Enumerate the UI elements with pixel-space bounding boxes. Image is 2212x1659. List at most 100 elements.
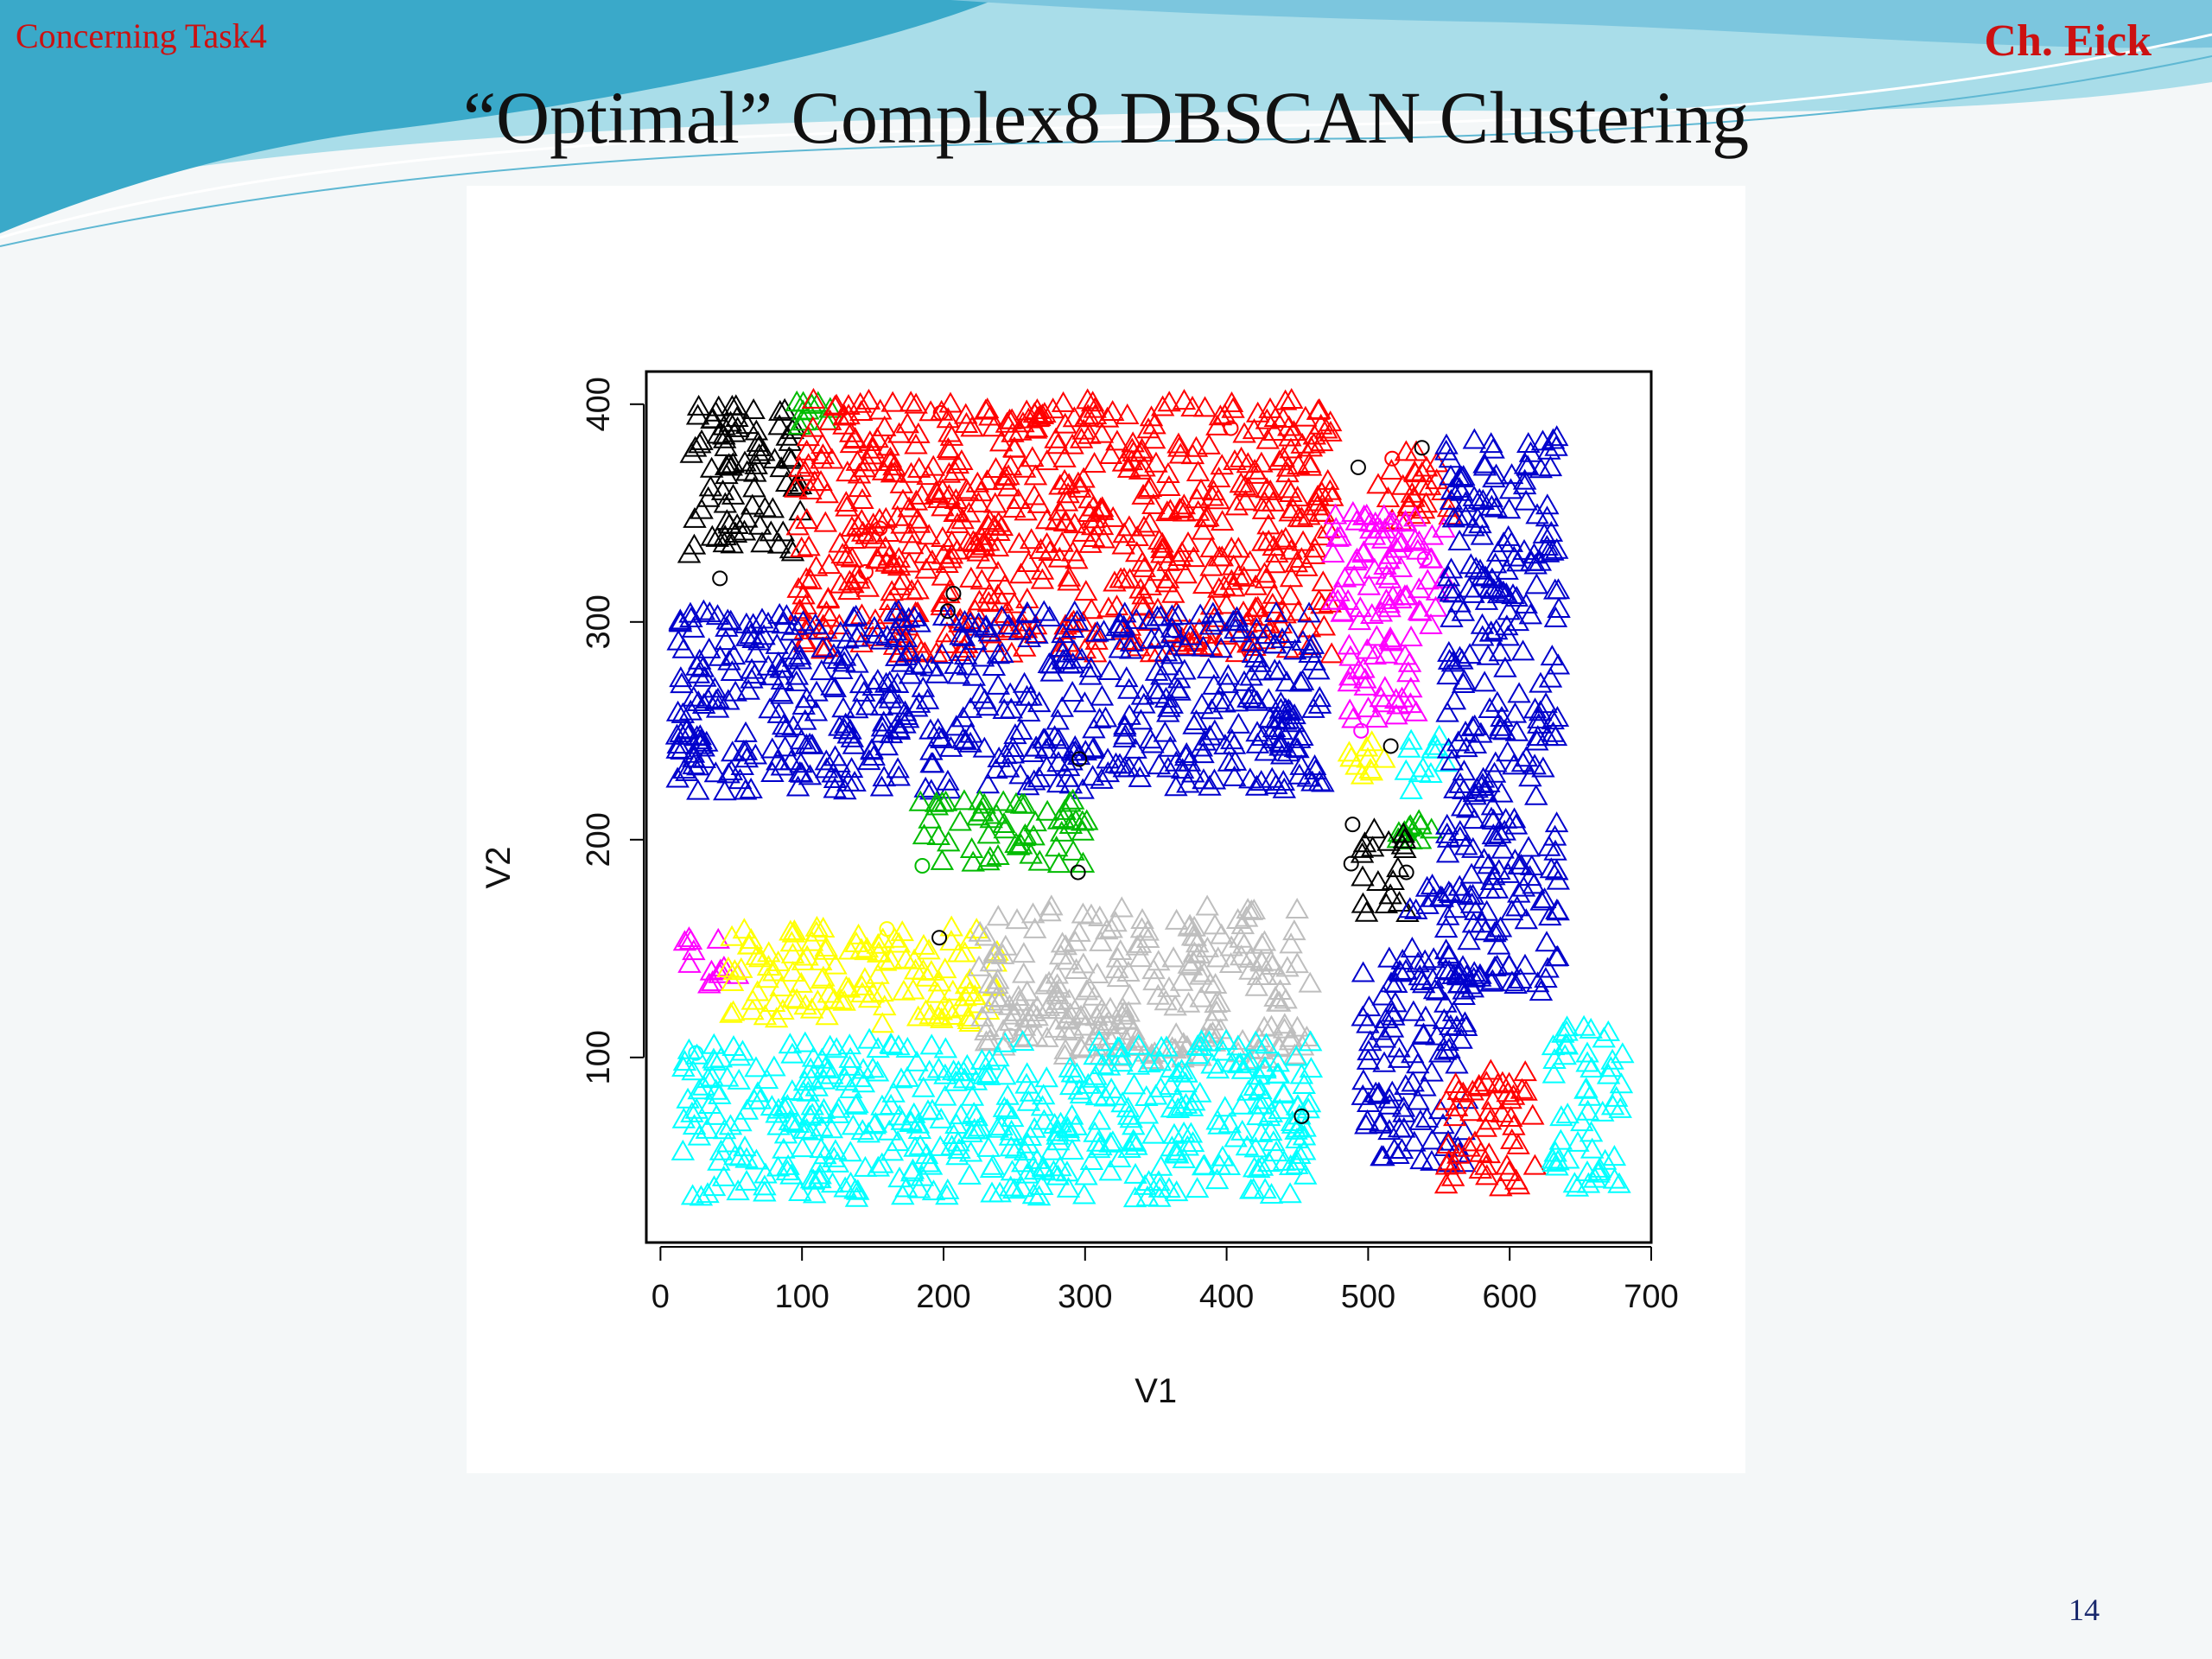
cluster-point [1554,1020,1579,1041]
cluster-point [976,548,1000,569]
cluster-point [1591,1100,1615,1122]
cluster-point [1554,1033,1580,1055]
cluster-point [1015,774,1040,796]
cluster-point [705,525,729,547]
cluster-point [1258,479,1282,500]
cluster-point [1450,466,1475,487]
cluster-point [1291,629,1315,651]
cluster-point [944,487,969,509]
noise-point [1294,1108,1310,1124]
cluster-point [1437,1037,1461,1058]
cluster-point [954,973,979,995]
cluster-point [1046,728,1071,749]
cluster-point [939,424,964,446]
cluster-point [1293,1163,1318,1185]
cluster-point [1297,601,1321,623]
cluster-point [925,481,950,503]
cluster-point [1246,1104,1270,1126]
cluster-point [977,620,1001,642]
cluster-point [838,1046,862,1068]
cluster-point [1525,729,1549,751]
cluster-point [1163,1038,1187,1059]
cluster-point [1130,550,1155,572]
cluster-point [945,512,969,533]
cluster-point [1266,1062,1291,1084]
cluster-point [1226,1041,1250,1063]
cluster-point [1269,529,1294,550]
cluster-point [758,697,782,719]
cluster-point [899,1110,923,1132]
cluster-point [1243,1136,1268,1158]
cluster-point [1384,703,1408,725]
cluster-point [1578,1084,1602,1106]
cluster-point [1214,1028,1238,1050]
cluster-point [972,792,996,814]
cluster-point [1062,639,1086,661]
cluster-point [766,1155,791,1177]
cluster-point [1439,464,1463,486]
cluster-point [1432,517,1456,538]
cluster-point [734,1169,759,1191]
cluster-point [858,430,882,452]
cluster-point [1262,420,1287,442]
cluster-point [1452,978,1476,1000]
cluster-point [1414,1005,1438,1027]
cluster-point [1090,684,1115,706]
cluster-point [1176,772,1200,793]
cluster-point [1023,464,1048,486]
cluster-point [857,1027,881,1049]
cluster-point [1461,912,1486,933]
cluster-point [1076,1072,1101,1094]
cluster-point [1135,1103,1160,1124]
cluster-point [1319,420,1343,442]
cluster-point [846,1179,870,1200]
cluster-point [974,398,998,420]
cluster-point [1482,761,1507,783]
cluster-point [1146,597,1170,619]
cluster-point [1071,520,1096,542]
cluster-point [1237,1049,1262,1071]
cluster-point [1447,530,1471,551]
cluster-point [970,645,995,667]
cluster-point [866,932,890,954]
cluster-point [1374,893,1399,914]
cluster-point [1445,1014,1469,1036]
cluster-point [1101,1130,1125,1152]
data-marks [664,387,1635,1208]
cluster-point [1402,1130,1427,1152]
cluster-point [1470,613,1495,634]
cluster-point [951,625,976,646]
cluster-point [1394,759,1418,780]
cluster-point [1411,972,1436,994]
cluster-point [979,1157,1004,1179]
cluster-point [1357,1030,1382,1052]
cluster-point [1311,500,1336,522]
cluster-point [766,532,791,554]
cluster-point [1393,510,1418,531]
cluster-point [778,1033,803,1054]
cluster-point [1141,1122,1166,1144]
cluster-point [1268,1098,1292,1120]
cluster-point [1611,1042,1635,1064]
cluster-point [1428,1041,1452,1063]
cluster-point [1245,462,1270,484]
cluster-point [1286,485,1310,506]
cluster-point [1128,931,1153,953]
cluster-point [1450,795,1475,817]
cluster-point [1403,461,1427,483]
cluster-point [1126,1053,1151,1075]
cluster-point [1044,427,1068,448]
cluster-point [1362,817,1387,839]
cluster-point [1452,760,1477,781]
cluster-point [1127,755,1151,777]
cluster-point [1298,454,1323,476]
cluster-point [1489,1175,1513,1197]
cluster-point [1157,696,1181,717]
cluster-point [1514,908,1539,930]
cluster-point [1252,930,1277,951]
cluster-point [801,1168,826,1190]
cluster-point [1377,596,1402,618]
noise-point [1344,817,1361,833]
cluster-point [1419,613,1443,634]
cluster-point [963,984,988,1006]
